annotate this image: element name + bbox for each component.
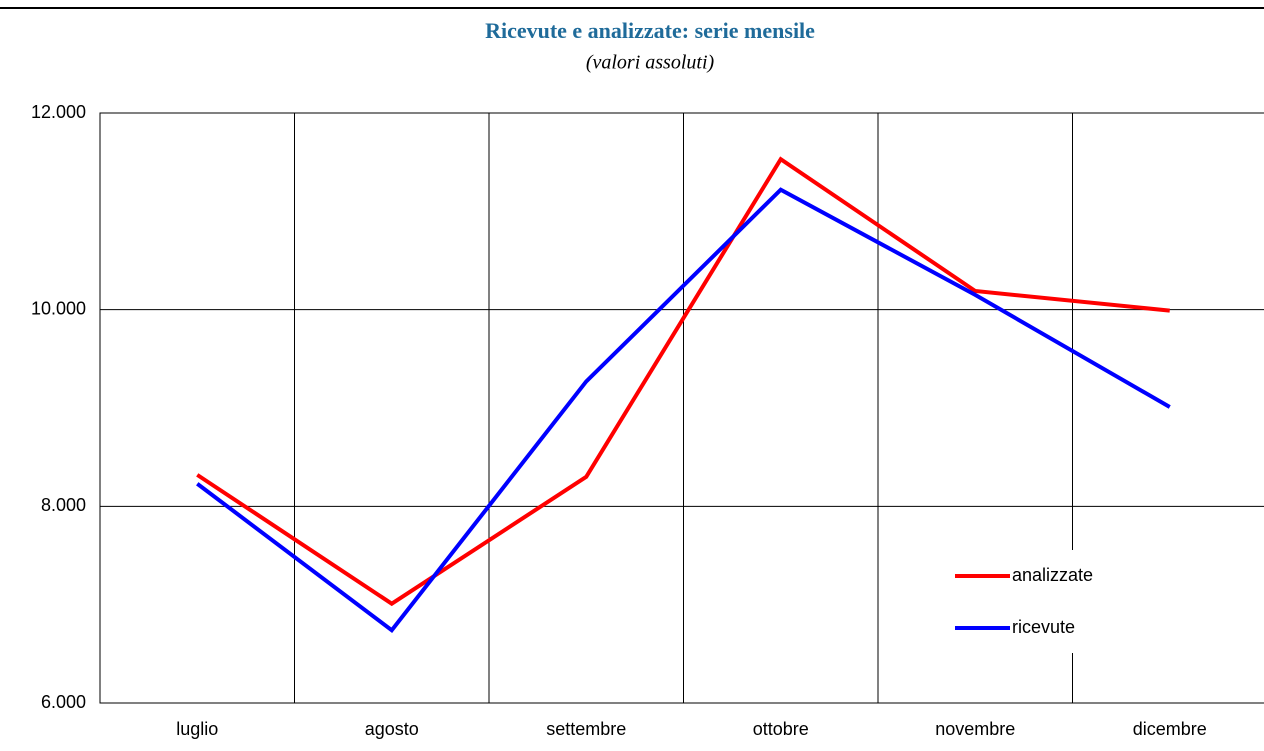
y-tick-label: 12.000 xyxy=(31,102,86,122)
chart-title: Ricevute e analizzate: serie mensile xyxy=(485,18,815,43)
chart-subtitle: (valori assoluti) xyxy=(586,52,715,74)
x-tick-label: settembre xyxy=(546,719,626,739)
legend-label: analizzate xyxy=(1012,565,1093,585)
series-line xyxy=(196,156,1170,607)
legend-label: ricevute xyxy=(1012,617,1075,637)
y-tick-label: 8.000 xyxy=(41,495,86,515)
x-tick-label: novembre xyxy=(935,719,1015,739)
x-tick-label: dicembre xyxy=(1133,719,1207,739)
x-tick-label: ottobre xyxy=(753,719,809,739)
x-tick-label: agosto xyxy=(365,719,419,739)
x-tick-label: luglio xyxy=(176,719,218,739)
y-tick-label: 10.000 xyxy=(31,298,86,318)
y-tick-label: 6.000 xyxy=(41,692,86,712)
legend-box xyxy=(940,550,1105,653)
series-line xyxy=(196,187,1171,634)
